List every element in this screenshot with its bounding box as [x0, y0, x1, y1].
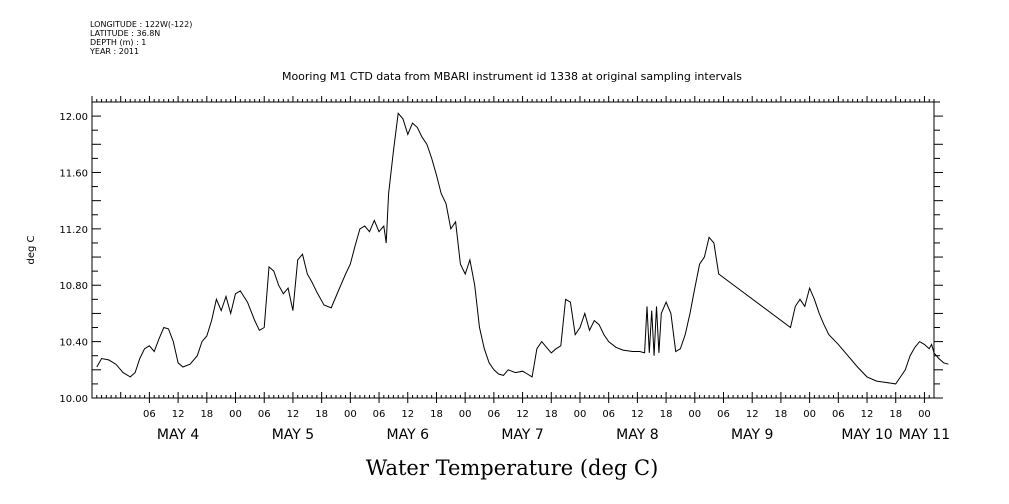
y-tick-label: 11.20: [59, 225, 88, 236]
x-hour-label: 00: [688, 409, 701, 420]
x-hour-label: 18: [315, 409, 328, 420]
y-axis-label: deg C: [26, 235, 37, 264]
x-hour-label: 12: [746, 409, 759, 420]
x-hour-label: 18: [889, 409, 902, 420]
x-axis: 06 12 18 00 06 12 18 00 06 12 18 00 06 12 18 00 06 12 18 00…: [91, 96, 950, 443]
x-day-label: MAY 9: [731, 427, 773, 443]
x-hour-label: 00: [459, 409, 472, 420]
x-hour-label: 12: [631, 409, 644, 420]
x-hour-label: 00: [229, 409, 242, 420]
y-tick-label: 10.00: [59, 394, 88, 405]
x-day-label: MAY 5: [272, 427, 314, 443]
y-tick-label: 10.80: [59, 281, 88, 292]
year-text: YEAR : 2011: [90, 47, 140, 56]
chart-title: Mooring M1 CTD data from MBARI instrumen…: [282, 70, 742, 83]
x-day-label: MAY 10: [841, 427, 892, 443]
x-hour-label: 12: [516, 409, 529, 420]
x-hour-label: 12: [287, 409, 300, 420]
x-hour-label: 12: [401, 409, 414, 420]
x-hour-label: 06: [717, 409, 730, 420]
latitude-text: LATITUDE : 36.8N: [90, 29, 161, 38]
x-hour-label: 06: [487, 409, 500, 420]
x-hour-label: 06: [258, 409, 271, 420]
plot-frame: [91, 101, 935, 399]
x-hour-label: 06: [832, 409, 845, 420]
depth-text: DEPTH (m) : 1: [90, 38, 147, 47]
x-day-label: MAY 6: [387, 427, 430, 443]
x-hour-label: 00: [574, 409, 587, 420]
x-axis-label: Water Temperature (deg C): [366, 456, 659, 480]
x-day-label: MAY 11: [899, 427, 950, 443]
x-hour-label: 18: [430, 409, 443, 420]
y-tick-label: 12.00: [59, 112, 88, 123]
x-hour-label: 06: [602, 409, 615, 420]
x-hour-label: 18: [545, 409, 558, 420]
x-day-label: MAY 7: [501, 427, 543, 443]
x-day-label: MAY 8: [616, 427, 658, 443]
y-axis: 10.00 10.40 10.80 11.20 11.60 12.00: [59, 101, 943, 405]
x-hour-label: 00: [344, 409, 357, 420]
x-hour-label: 12: [172, 409, 185, 420]
x-day-label: MAY 4: [157, 427, 200, 443]
y-tick-label: 11.60: [59, 168, 88, 179]
x-hour-label: 18: [775, 409, 788, 420]
y-tick-label: 10.40: [59, 338, 88, 349]
x-hour-label: 06: [373, 409, 386, 420]
x-hour-label: 00: [803, 409, 816, 420]
x-hour-label: 18: [200, 409, 213, 420]
station-metadata: LONGITUDE : 122W(-122) LATITUDE : 36.8N …: [90, 20, 192, 56]
x-hour-label: 06: [143, 409, 156, 420]
x-hour-label: 00: [918, 409, 931, 420]
x-hour-label: 12: [861, 409, 874, 420]
temperature-series-line: [96, 112, 949, 385]
x-hour-label: 18: [660, 409, 673, 420]
longitude-text: LONGITUDE : 122W(-122): [90, 20, 193, 29]
